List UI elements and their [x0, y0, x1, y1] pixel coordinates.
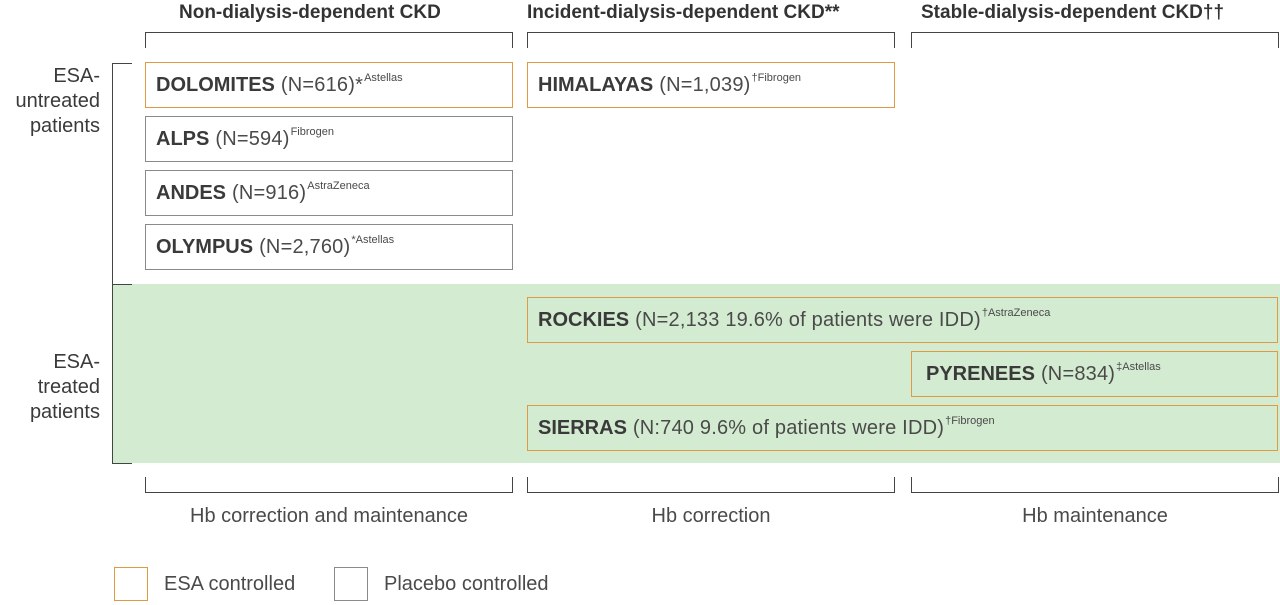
trial-box-sierras: SIERRAS (N:740 9.6% of patients were IDD…	[527, 405, 1278, 451]
trial-sponsor: ‡Astellas	[1116, 361, 1161, 373]
legend-swatch-esa	[114, 567, 148, 601]
trial-box-andes: ANDES (N=916) AstraZeneca	[145, 170, 513, 216]
column-bracket-top-incident-dialysis	[527, 32, 895, 48]
row-label-line: ESA-	[53, 65, 100, 87]
trial-name: PYRENEES	[926, 362, 1035, 385]
trial-detail: (N=834)	[1040, 362, 1116, 385]
row-label-esa-untreated: ESA- untreated patients	[0, 64, 100, 139]
trial-name: OLYMPUS	[156, 235, 254, 258]
trial-name: ROCKIES	[538, 308, 630, 331]
column-footer-non-dialysis: Hb correction and maintenance	[190, 505, 468, 527]
legend-item-esa: ESA controlled	[114, 567, 295, 601]
trial-detail: (N:740 9.6% of patients were IDD)	[632, 416, 945, 439]
column-bracket-bottom-stable-dialysis	[911, 477, 1279, 493]
trial-box-dolomites: DOLOMITES (N=616)* Astellas	[145, 62, 513, 108]
column-header-incident-dialysis: Incident-dialysis-dependent CKD**	[527, 2, 840, 23]
trial-sponsor: AstraZeneca	[307, 180, 370, 192]
legend-label: ESA controlled	[164, 572, 296, 595]
trial-detail: (N=594)	[215, 127, 290, 150]
column-bracket-bottom-non-dialysis	[145, 477, 513, 493]
row-label-line: treated	[37, 376, 100, 398]
row-label-line: untreated	[15, 90, 100, 112]
column-header-stable-dialysis: Stable-dialysis-dependent CKD††	[921, 2, 1225, 23]
trial-name: SIERRAS	[538, 416, 627, 439]
column-header-non-dialysis: Non-dialysis-dependent CKD	[179, 2, 441, 23]
legend-label: Placebo controlled	[384, 572, 549, 595]
trial-box-rockies: ROCKIES (N=2,133 19.6% of patients were …	[527, 297, 1278, 343]
trial-detail: (N=616)*	[280, 73, 364, 96]
row-label-esa-treated: ESA- treated patients	[0, 350, 100, 425]
trial-sponsor: †Fibrogen	[751, 72, 802, 84]
legend-item-placebo: Placebo controlled	[334, 567, 549, 601]
trial-sponsor: †Fibrogen	[945, 415, 995, 427]
trial-box-olympus: OLYMPUS (N=2,760) *Astellas	[145, 224, 513, 270]
trial-name: DOLOMITES	[156, 73, 275, 96]
trial-sponsor: Astellas	[364, 72, 403, 84]
trial-detail: (N=2,133 19.6% of patients were IDD)	[635, 308, 981, 331]
trial-name: HIMALAYAS	[538, 73, 654, 96]
trial-detail: (N=2,760)	[259, 235, 351, 258]
column-footer-stable-dialysis: Hb maintenance	[1022, 505, 1168, 527]
trial-box-alps: ALPS (N=594) Fibrogen	[145, 116, 513, 162]
legend-swatch-placebo	[334, 567, 368, 601]
trial-sponsor: †AstraZeneca	[981, 307, 1051, 319]
row-label-line: patients	[29, 401, 100, 423]
trial-sponsor: Fibrogen	[290, 126, 334, 138]
trial-sponsor: *Astellas	[351, 234, 395, 246]
column-footer-incident-dialysis: Hb correction	[651, 505, 771, 527]
row-bracket-esa-treated	[112, 284, 132, 464]
trial-name: ANDES	[156, 181, 227, 204]
column-bracket-top-stable-dialysis	[911, 32, 1279, 48]
row-label-line: ESA-	[53, 351, 100, 373]
row-bracket-esa-untreated	[112, 63, 132, 285]
trial-name: ALPS	[156, 127, 210, 150]
trial-detail: (N=1,039)	[659, 73, 751, 96]
row-label-line: patients	[29, 115, 100, 137]
trial-box-himalayas: HIMALAYAS (N=1,039) †Fibrogen	[527, 62, 895, 108]
trial-detail: (N=916)	[232, 181, 307, 204]
column-bracket-top-non-dialysis	[145, 32, 513, 48]
trial-box-pyrenees: PYRENEES (N=834) ‡Astellas	[911, 351, 1278, 397]
column-bracket-bottom-incident-dialysis	[527, 477, 895, 493]
